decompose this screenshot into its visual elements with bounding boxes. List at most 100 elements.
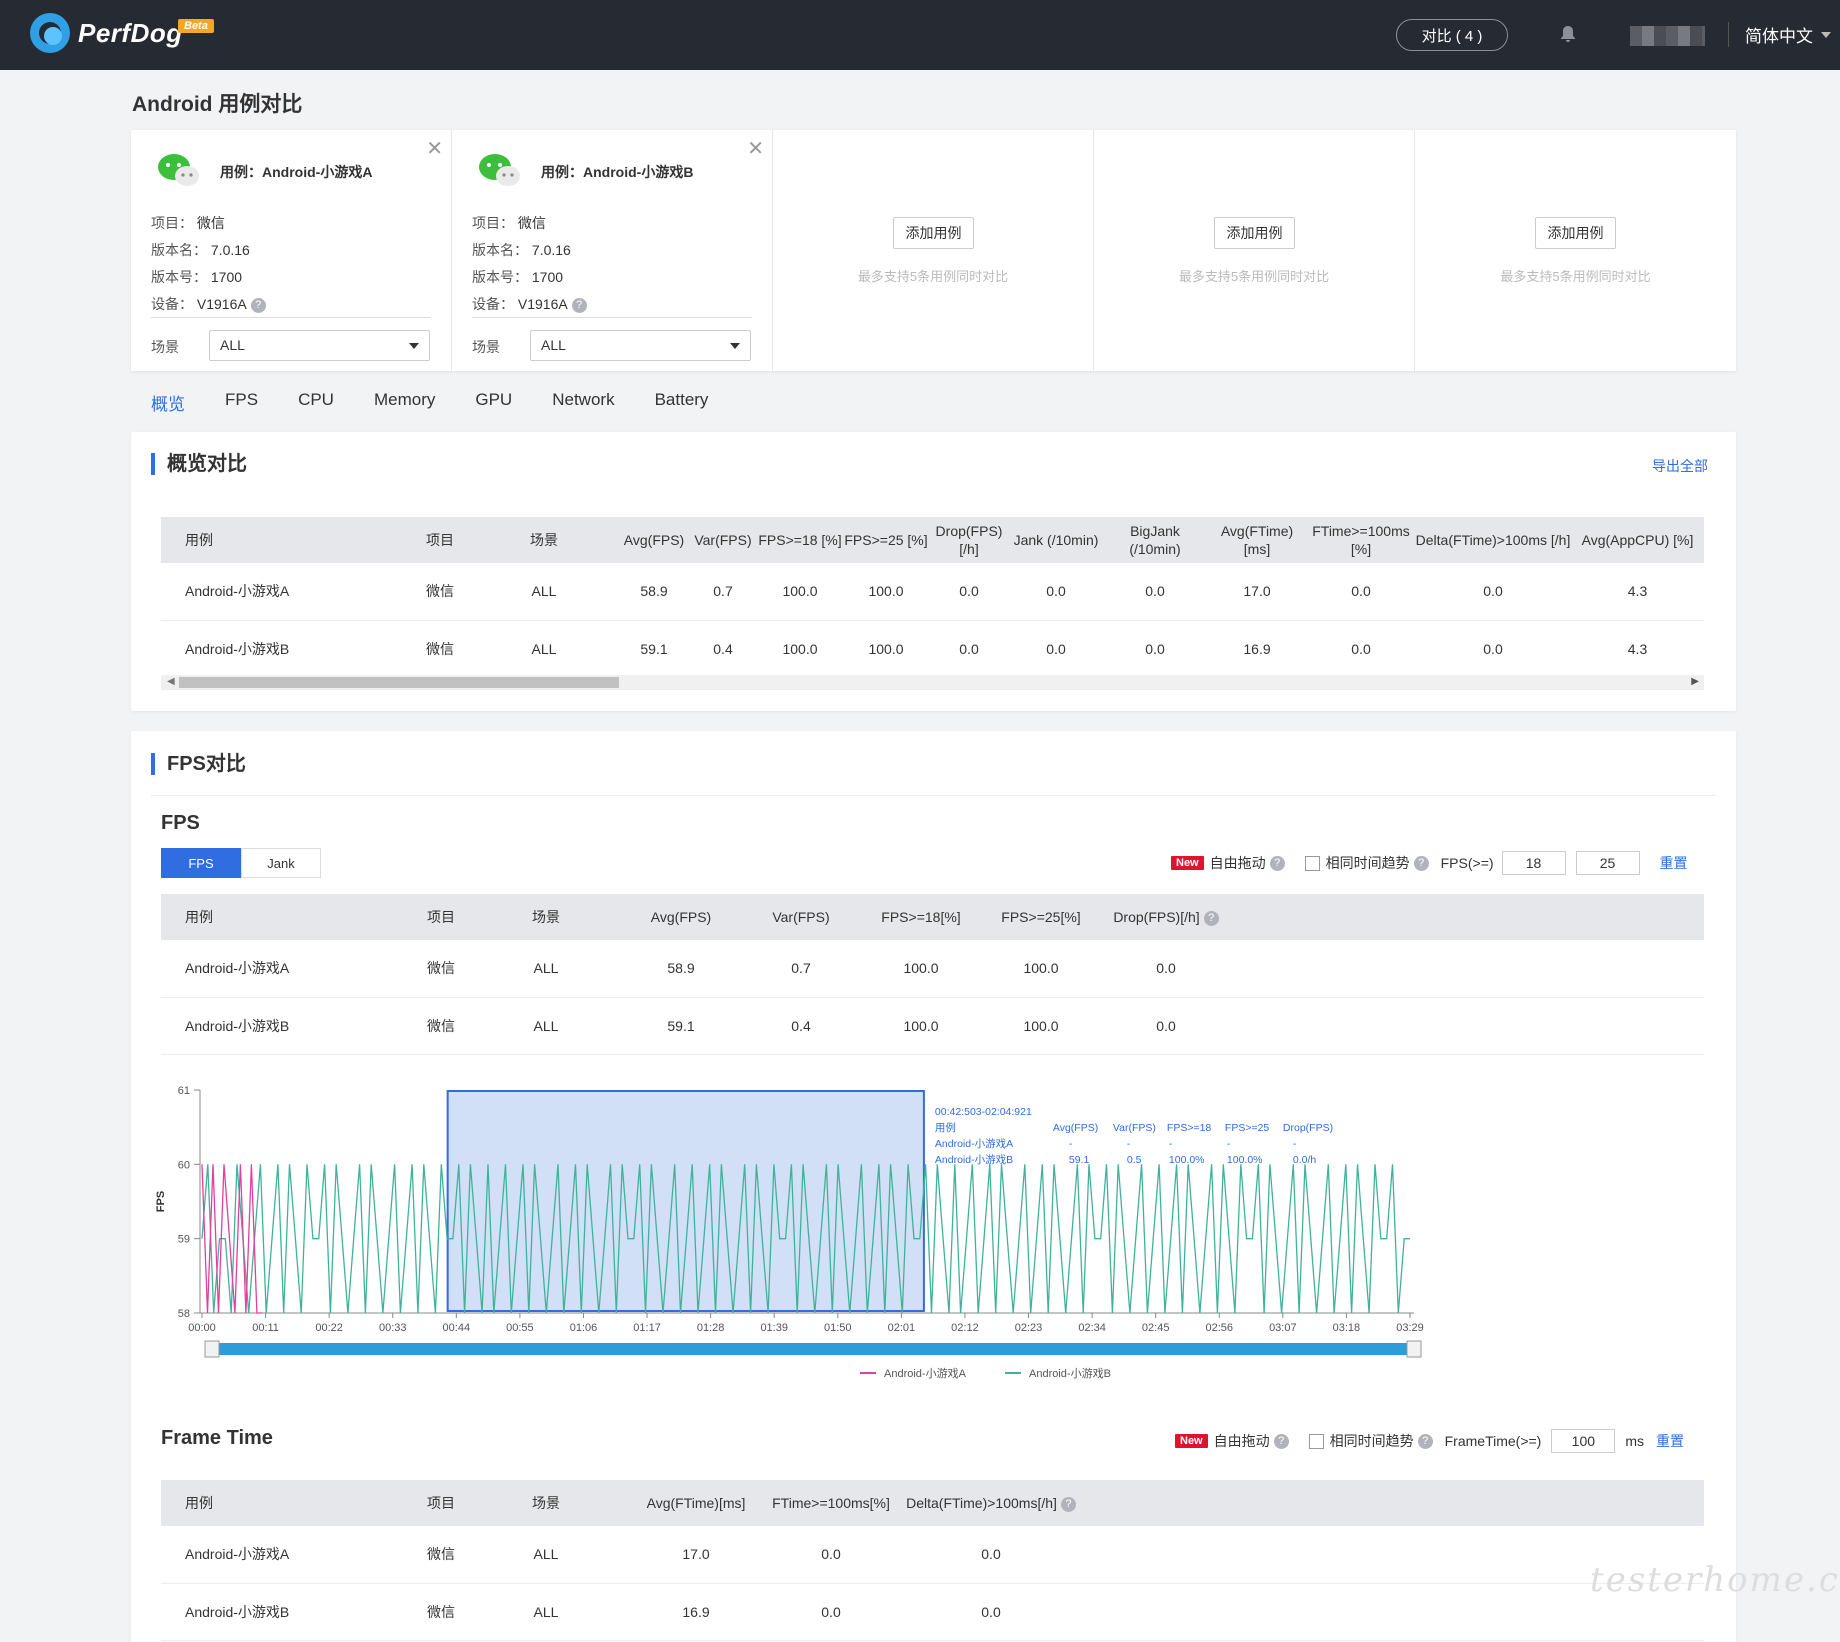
info-icon[interactable]: ?	[1413, 855, 1429, 871]
x-tick-label: 00:00	[188, 1322, 216, 1334]
close-icon[interactable]: ✕	[747, 138, 764, 160]
table-cell: Android-小游戏B	[161, 620, 411, 678]
col-ftime100: FTime>=100ms[%]	[771, 1480, 891, 1526]
x-tick-label: 01:17	[633, 1322, 661, 1334]
table-cell: 100.0	[757, 620, 843, 678]
x-tick-label: 01:50	[824, 1322, 852, 1334]
scroll-right-icon[interactable]: ▶	[1691, 676, 1699, 687]
table-header-row: 用例 项目 场景 Avg(FTime)[ms] FTime>=100ms[%] …	[161, 1480, 1704, 1526]
table-cell: 0.0	[1307, 620, 1415, 678]
info-icon[interactable]: ?	[1203, 910, 1219, 926]
tab-overview[interactable]: 概览	[151, 395, 185, 414]
perfdog-logo[interactable]: PerfDog Beta	[30, 13, 214, 53]
case-name: 用例：Android-小游戏A	[220, 164, 373, 180]
same-time-checkbox[interactable]	[1304, 855, 1320, 871]
col-bigjank: BigJank (/10min)	[1103, 517, 1207, 563]
table-cell: ALL	[471, 1583, 621, 1641]
frametime-unit: ms	[1625, 1433, 1645, 1449]
tooltip-cell: -	[1169, 1138, 1173, 1150]
tooltip-cell: 100.0%	[1227, 1154, 1263, 1166]
fps-threshold-input-2[interactable]: 25	[1575, 851, 1640, 875]
bell-icon[interactable]	[1560, 25, 1576, 43]
table-cell: 微信	[411, 997, 471, 1055]
seg-jank[interactable]: Jank	[241, 848, 321, 878]
info-icon[interactable]: ?	[571, 297, 587, 313]
frametime-subtitle: Frame Time	[161, 1427, 273, 1449]
x-tick-label: 03:07	[1269, 1322, 1297, 1334]
table-cell: 16.9	[1207, 620, 1307, 678]
project-row: 项目： 微信	[151, 215, 225, 231]
info-icon[interactable]: ?	[1269, 855, 1285, 871]
language-selector[interactable]: 简体中文	[1728, 22, 1831, 47]
tab-memory[interactable]: Memory	[373, 390, 436, 409]
table-row: Android-小游戏A 微信 ALL 17.0 0.0 0.0	[161, 1526, 1704, 1584]
table-cell: 0.7	[689, 563, 757, 621]
tab-battery[interactable]: Battery	[654, 390, 709, 409]
table-cell: 0.4	[741, 997, 861, 1055]
case-card-b: ✕ 用例：Android-小游戏B 项目： 微信 版本名： 7.0.16 版本号…	[452, 130, 773, 371]
y-tick-label: 60	[178, 1159, 190, 1171]
fps-chart[interactable]: 61 60 59 58 FPS 00:00 00:11 00:22 00:33 00:44 00:5…	[150, 1080, 1700, 1410]
table-cell: Android-小游戏B	[161, 997, 411, 1055]
tab-fps[interactable]: FPS	[225, 390, 259, 409]
fps-threshold-input-1[interactable]: 18	[1501, 851, 1566, 875]
export-all-link[interactable]: 导出全部	[1652, 458, 1708, 474]
table-cell: 0.0	[1415, 563, 1571, 621]
device-value: V1916A	[517, 296, 568, 312]
add-case-button[interactable]: 添加用例	[893, 217, 974, 249]
y-axis-label: FPS	[155, 1191, 167, 1212]
tooltip-cell: 0.0/h	[1293, 1154, 1317, 1166]
x-tick-label: 03:18	[1333, 1322, 1361, 1334]
same-time-checkbox[interactable]	[1308, 1433, 1324, 1449]
compare-button[interactable]: 对比 ( 4 )	[1396, 19, 1508, 51]
table-cell: 微信	[411, 1583, 471, 1641]
fps-chart-svg[interactable]: 61 60 59 58 FPS 00:00 00:11 00:22 00:33 00:44 00:5…	[150, 1080, 1700, 1410]
series-line-android-b	[201, 1164, 1410, 1314]
version-code-value: 1700	[210, 269, 243, 285]
table-cell: 0.7	[741, 940, 861, 998]
x-tick-label: 00:33	[379, 1322, 407, 1334]
scrollbar-thumb[interactable]	[179, 677, 619, 688]
table-cell: 100.0	[843, 563, 929, 621]
table-cell: 4.3	[1571, 563, 1704, 621]
frametime-threshold-input[interactable]: 100	[1551, 1429, 1616, 1453]
tab-network[interactable]: Network	[552, 390, 615, 409]
tooltip-cell: Android-小游戏A	[935, 1137, 1013, 1150]
col-delta-ftime: Delta(FTime)>100ms [/h]	[1415, 517, 1571, 563]
scene-select[interactable]: ALL	[530, 330, 751, 361]
col-avg-ftime: Avg(FTime)[ms]	[621, 1480, 771, 1526]
table-cell: 0.0	[1101, 997, 1231, 1055]
logo-text: PerfDog	[78, 17, 183, 48]
scene-select[interactable]: ALL	[209, 330, 430, 361]
case-card-a: ✕ 用例：Android-小游戏A 项目： 微信 版本名： 7.0.16 版本号…	[131, 130, 452, 371]
table-cell: 100.0	[861, 940, 981, 998]
tab-cpu[interactable]: CPU	[298, 390, 334, 409]
info-icon[interactable]: ?	[1273, 1433, 1289, 1449]
info-icon[interactable]: ?	[1417, 1433, 1433, 1449]
reset-link[interactable]: 重置	[1659, 855, 1688, 871]
divider	[151, 795, 1716, 796]
table-cell: 0.0	[1103, 563, 1207, 621]
info-icon[interactable]: ?	[1060, 1496, 1076, 1512]
seg-fps[interactable]: FPS	[161, 848, 241, 878]
horizontal-scrollbar[interactable]: ◀ ▶	[161, 675, 1704, 690]
x-tick-label: 00:55	[506, 1322, 534, 1334]
user-avatar-blurred[interactable]	[1630, 26, 1705, 46]
tooltip-header: Var(FPS)	[1113, 1122, 1156, 1134]
add-case-button[interactable]: 添加用例	[1214, 217, 1295, 249]
watermark: testerhome.com	[1590, 1560, 1840, 1600]
table-cell: 17.0	[1207, 563, 1307, 621]
add-case-button[interactable]: 添加用例	[1535, 217, 1616, 249]
tab-gpu[interactable]: GPU	[475, 390, 513, 409]
table-cell: 0.0	[929, 620, 1009, 678]
close-icon[interactable]: ✕	[426, 138, 443, 160]
col-case: 用例	[161, 1480, 411, 1526]
info-icon[interactable]: ?	[250, 297, 266, 313]
scroll-left-icon[interactable]: ◀	[167, 676, 175, 687]
reset-link[interactable]: 重置	[1656, 1433, 1685, 1449]
table-cell: Android-小游戏A	[161, 940, 411, 998]
table-cell-empty	[1091, 1526, 1704, 1584]
y-tick-label: 61	[178, 1085, 190, 1097]
col-var-fps: Var(FPS)	[689, 517, 757, 563]
col-scene: 场景	[471, 894, 621, 940]
